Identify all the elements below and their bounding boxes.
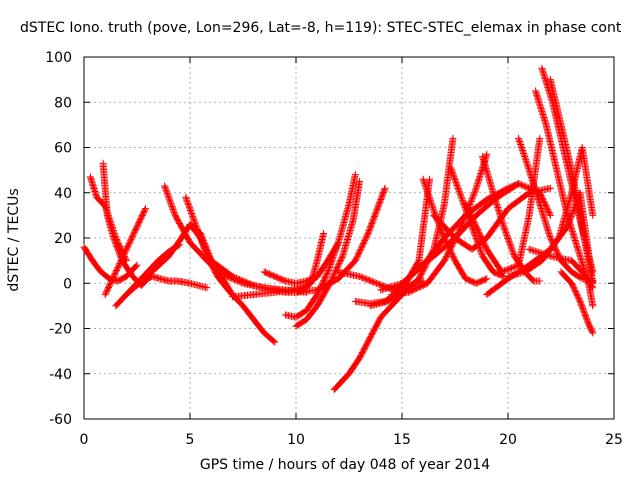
y-tick-label: 100: [45, 50, 72, 66]
x-tick-label: 25: [605, 432, 623, 448]
y-tick-label: 60: [54, 141, 72, 157]
chart-title: dSTEC Iono. truth (pove, Lon=296, Lat=-8…: [20, 20, 622, 36]
y-tick-label: -20: [49, 322, 72, 338]
series-markers: [281, 171, 359, 321]
series-pass: [483, 189, 597, 299]
y-tick-label: -60: [49, 412, 72, 428]
y-axis-label: dSTEC / TECUs: [6, 188, 22, 292]
series-markers: [101, 205, 149, 299]
series-markers: [292, 184, 389, 296]
y-tick-label: 80: [54, 95, 72, 111]
series-markers: [462, 134, 544, 276]
y-tick-label: 20: [54, 231, 72, 247]
x-tick-label: 15: [393, 432, 411, 448]
data-series: [80, 64, 597, 394]
axis-ticks: [83, 56, 615, 420]
series-markers: [133, 220, 236, 299]
series-pass: [525, 245, 597, 292]
series-pass: [260, 268, 321, 287]
x-tick-label: 5: [186, 432, 195, 448]
series-pass: [292, 184, 389, 296]
series-pass: [133, 220, 236, 299]
y-tick-label: -40: [49, 367, 72, 383]
series-pass: [557, 268, 597, 337]
series-markers: [483, 189, 597, 299]
series-pass: [101, 205, 149, 299]
y-tick-label: 0: [63, 276, 72, 292]
tick-labels: 0 5 10 15 20 25 -60 -40 -20 0 20 40 60 80 100: [45, 50, 623, 448]
series-pass: [122, 273, 211, 299]
series-markers: [330, 291, 406, 394]
series-markers: [122, 273, 211, 299]
series-pass: [281, 171, 359, 321]
y-tick-label: 40: [54, 186, 72, 202]
x-tick-label: 20: [499, 432, 517, 448]
series-pass: [462, 134, 544, 276]
series-markers: [557, 268, 597, 337]
series-markers: [525, 245, 597, 292]
series-markers: [260, 268, 321, 287]
x-tick-label: 0: [80, 432, 89, 448]
series-pass: [330, 291, 406, 394]
x-tick-label: 10: [287, 432, 305, 448]
x-axis-label: GPS time / hours of day 048 of year 2014: [199, 457, 491, 473]
